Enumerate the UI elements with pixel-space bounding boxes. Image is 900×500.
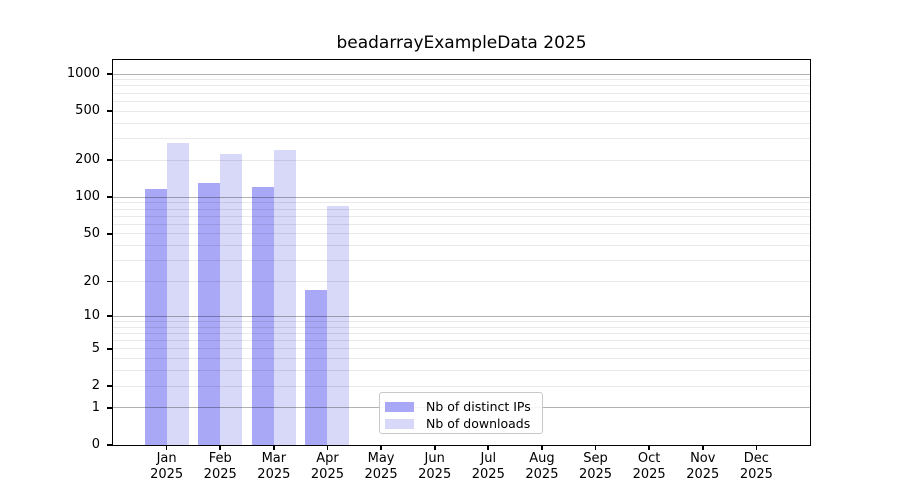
y-tick-1 [107, 406, 113, 409]
gridline-800 [113, 85, 810, 87]
y-tick-label-2: 2 [91, 378, 100, 393]
x-tick-apr [326, 445, 329, 450]
y-tick-label-0: 0 [91, 437, 100, 452]
y-tick-50 [107, 233, 113, 235]
gridline-300 [113, 138, 810, 140]
y-tick-5 [107, 347, 113, 350]
gridline-1000 [113, 73, 810, 75]
x-tick-may [380, 445, 382, 450]
y-tick-0 [107, 444, 113, 446]
gridline-600 [113, 100, 810, 102]
bar-distinct-ips-jan [144, 188, 167, 445]
bar-downloads-feb [220, 153, 243, 445]
x-tick-label-jun: Jun 2025 [418, 451, 452, 482]
x-tick-label-oct: Oct 2025 [632, 451, 666, 482]
bar-distinct-ips-feb [198, 182, 221, 445]
y-tick-200 [107, 159, 113, 162]
y-tick-2 [107, 385, 113, 387]
bar-distinct-ips-apr [305, 289, 328, 445]
x-tick-label-jan: Jan 2025 [150, 451, 184, 482]
y-tick-label-100: 100 [75, 189, 100, 205]
gridline-900 [113, 79, 810, 81]
y-tick-label-20: 20 [83, 273, 100, 289]
y-tick-1000 [107, 73, 113, 75]
gridline-200 [113, 159, 810, 161]
x-tick-label-nov: Nov 2025 [686, 451, 720, 482]
y-tick-label-500: 500 [75, 103, 100, 119]
gridline-500 [113, 110, 810, 112]
y-tick-500 [107, 110, 113, 112]
gridline-700 [113, 92, 810, 94]
x-tick-nov [701, 445, 704, 450]
x-tick-label-may: May 2025 [364, 451, 398, 482]
y-tick-label-1000: 1000 [66, 66, 100, 81]
x-tick-dec [755, 445, 758, 450]
y-tick-label-200: 200 [75, 152, 100, 168]
x-tick-label-sep: Sep 2025 [578, 451, 613, 482]
x-tick-feb [219, 445, 222, 450]
y-tick-label-1: 1 [91, 399, 100, 415]
x-tick-label-mar: Mar 2025 [257, 451, 291, 482]
x-tick-label-aug: Aug 2025 [525, 451, 559, 482]
legend-item-distinct-ips: Nb of distinct IPs [385, 398, 536, 415]
y-tick-label-5: 5 [91, 340, 100, 356]
plot-area [113, 60, 810, 445]
x-tick-jul [487, 445, 490, 450]
x-tick-oct [648, 445, 650, 450]
legend-swatch-downloads [385, 418, 414, 429]
y-tick-100 [107, 196, 113, 198]
legend-swatch-distinct-ips [385, 401, 414, 412]
gridline-400 [113, 122, 810, 124]
x-tick-label-apr: Apr 2025 [310, 451, 344, 482]
x-tick-mar [272, 445, 275, 450]
chart-title: beadarrayExampleData 2025 [336, 33, 587, 53]
x-tick-label-dec: Dec 2025 [739, 451, 773, 482]
legend: Nb of distinct IPs Nb of downloads [379, 392, 543, 434]
bar-distinct-ips-mar [251, 187, 274, 445]
bar-downloads-mar [273, 150, 296, 445]
x-tick-aug [541, 445, 543, 450]
x-tick-label-feb: Feb 2025 [203, 451, 237, 482]
y-tick-20 [107, 280, 113, 283]
legend-label-downloads: Nb of downloads [426, 415, 531, 431]
bar-downloads-jan [166, 143, 189, 445]
x-tick-sep [594, 445, 597, 450]
y-tick-label-50: 50 [83, 225, 100, 241]
legend-item-downloads: Nb of downloads [385, 415, 536, 432]
y-tick-10 [107, 315, 113, 318]
y-tick-label-10: 10 [83, 308, 100, 324]
x-tick-label-jul: Jul 2025 [471, 451, 505, 482]
legend-label-distinct-ips: Nb of distinct IPs [426, 398, 531, 414]
bar-downloads-apr [327, 206, 350, 445]
x-tick-jan [165, 445, 168, 450]
x-tick-jun [433, 445, 436, 450]
